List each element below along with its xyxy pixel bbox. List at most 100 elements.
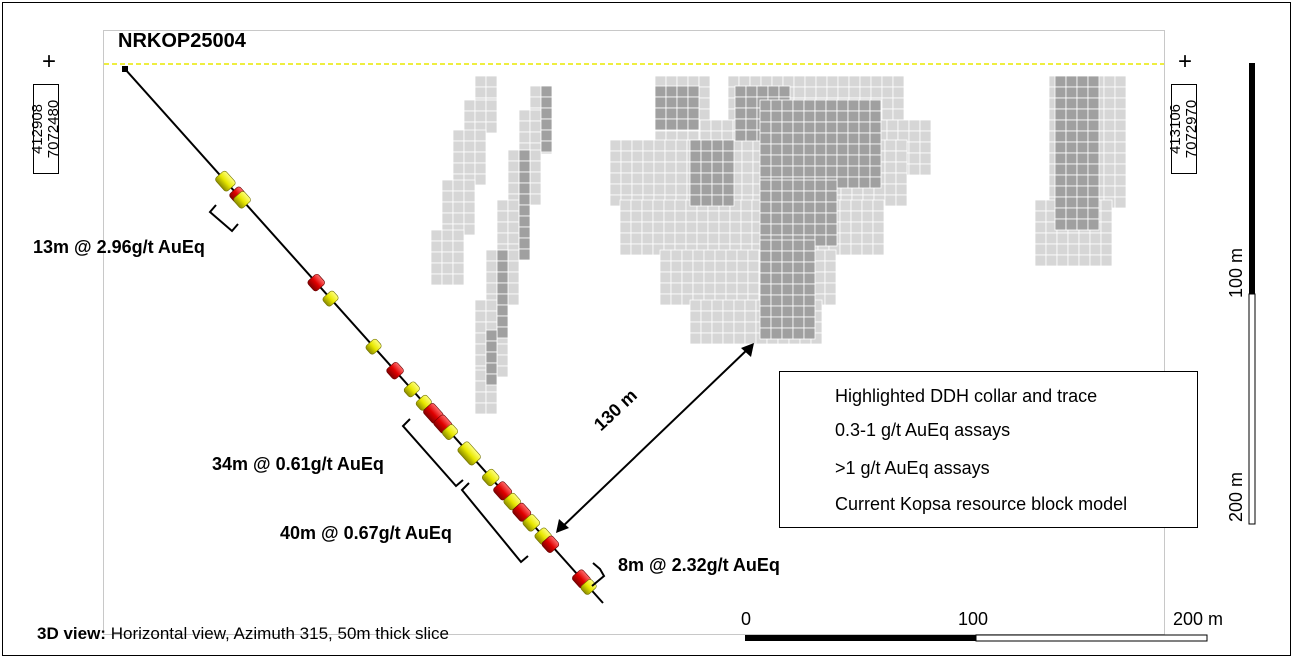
block-cell — [836, 121, 849, 134]
block-cell — [759, 201, 772, 214]
block-cell — [1056, 232, 1069, 245]
assay-low-grade — [403, 381, 420, 398]
block-cell — [770, 316, 783, 329]
block-cell — [759, 99, 772, 112]
block-cell — [1054, 141, 1067, 154]
block-cell — [496, 199, 509, 212]
block-cell — [727, 75, 740, 88]
block-cell — [839, 210, 852, 223]
assay-high-grade — [307, 273, 325, 292]
coord-right-northing: 7072970 — [1183, 99, 1200, 159]
block-cell — [711, 310, 724, 323]
block-cell — [674, 221, 687, 234]
block-cell — [1087, 152, 1100, 165]
block-cell — [814, 179, 827, 192]
block-cell — [869, 154, 882, 167]
block-cell — [839, 221, 852, 234]
block-cell — [736, 260, 749, 273]
block-cell — [654, 118, 667, 131]
block-cell — [653, 150, 666, 163]
block-cell — [744, 310, 757, 323]
block-cell — [1065, 108, 1078, 121]
block-cell — [474, 380, 487, 393]
block-cell — [659, 249, 672, 262]
block-cell — [736, 249, 749, 262]
block-cell — [675, 139, 688, 152]
block-cell — [529, 149, 542, 162]
block-cell — [631, 139, 644, 152]
block-cell — [722, 310, 735, 323]
block-cell — [687, 107, 700, 120]
block-cell — [485, 362, 498, 375]
block-cell — [430, 240, 443, 253]
block-cell — [485, 99, 498, 112]
block-cell — [738, 75, 751, 88]
intercept-label-4: 8m @ 2.32g/t AuEq — [618, 555, 780, 575]
block-cell — [850, 243, 863, 256]
block-cell — [689, 310, 702, 323]
block-cell — [858, 143, 871, 156]
block-cell — [703, 260, 716, 273]
block-cell — [847, 121, 860, 134]
bracket-intercept-1 — [208, 204, 239, 233]
block-cell — [759, 239, 772, 252]
block-cell — [518, 131, 531, 144]
block-cell — [698, 108, 711, 121]
block-cell — [496, 315, 509, 328]
block-cell — [652, 199, 665, 212]
block-cell — [781, 121, 794, 134]
block-cell — [803, 143, 816, 156]
block-cell — [722, 172, 735, 185]
block-cell — [485, 121, 498, 134]
legend: Highlighted DDH collar and trace 0.3-1 g… — [779, 371, 1198, 528]
block-cell — [630, 210, 643, 223]
block-cell — [474, 321, 487, 334]
block-cell — [824, 249, 837, 262]
block-cell — [759, 272, 772, 285]
block-cell — [463, 190, 476, 203]
block-cell — [803, 316, 816, 329]
block-cell — [781, 212, 794, 225]
block-cell — [778, 85, 791, 98]
block-cell — [759, 250, 772, 263]
block-cell — [485, 75, 498, 88]
block-cell — [1065, 86, 1078, 99]
block-cell — [670, 271, 683, 284]
block-cell — [722, 194, 735, 207]
block-cell — [609, 172, 622, 185]
block-cell — [813, 282, 826, 295]
block-cell — [696, 221, 709, 234]
block-cell — [1103, 75, 1116, 88]
block-cell — [674, 210, 687, 223]
block-cell — [803, 132, 816, 145]
block-cell — [770, 201, 783, 214]
block-cell — [631, 183, 644, 196]
block-cell — [529, 171, 542, 184]
hscale-label-100: 100 — [958, 609, 989, 629]
block-cell — [781, 132, 794, 145]
block-cell — [496, 293, 509, 306]
block-cell — [770, 305, 783, 318]
block-cell — [850, 199, 863, 212]
block-cell — [507, 210, 520, 223]
block-cell — [700, 161, 713, 174]
block-cell — [793, 75, 806, 88]
block-cell — [698, 97, 711, 110]
block-cell — [496, 343, 509, 356]
vertical-scale-bar — [1248, 63, 1256, 525]
block-cell — [641, 199, 654, 212]
block-cell — [441, 273, 454, 286]
block-cell — [711, 161, 724, 174]
block-cell — [452, 162, 465, 175]
block-cell — [858, 165, 871, 178]
block-cell — [814, 99, 827, 112]
block-cell — [869, 165, 882, 178]
block-cell — [665, 96, 678, 109]
block-cell — [518, 160, 531, 173]
block-cell — [870, 75, 883, 88]
block-cell — [710, 119, 723, 132]
block-cell — [1065, 207, 1078, 220]
block-cell — [474, 162, 487, 175]
block-cell — [642, 183, 655, 196]
block-cell — [781, 99, 794, 112]
